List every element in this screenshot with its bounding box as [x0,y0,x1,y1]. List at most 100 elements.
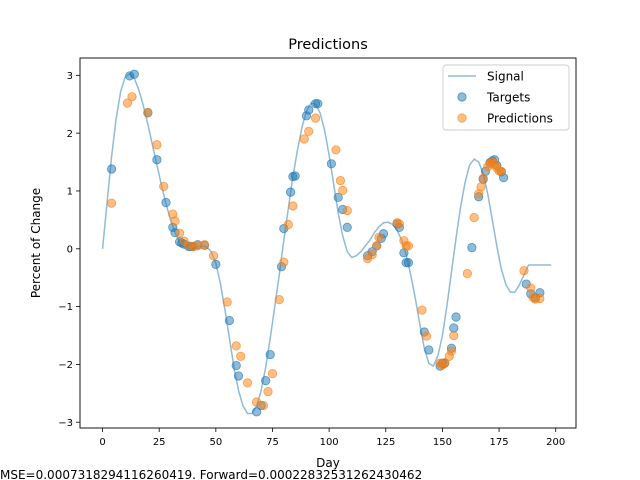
predictions-point [449,330,459,341]
predictions-point [174,228,185,238]
predictions-point [283,219,293,230]
signal-line [101,72,552,415]
targets-point [231,360,241,371]
targets-point [129,69,139,79]
targets-point [233,371,244,381]
targets-point [326,159,336,169]
chart-title: Predictions [288,37,368,53]
axis-ticks: 0 25 50 75 100 125 150 175 200 −3 −2 −1 0 1 2 3 [58,71,565,448]
predictions-point [231,341,241,351]
y-tick-label: −3 [58,418,73,429]
y-tick-label: 1 [67,187,73,198]
legend: Signal Targets Predictions [442,64,570,131]
predictions-point [374,232,384,242]
targets-point [265,349,275,360]
predictions-point [394,219,404,229]
predictions-point [208,251,219,261]
x-tick-label: 200 [546,437,565,448]
predictions-point [478,173,488,183]
predictions-point [143,107,153,117]
predictions-point [242,378,253,388]
targets-point [342,222,352,232]
predictions-point [519,266,529,276]
legend-signal-label: Signal [487,70,524,84]
predictions-point [421,331,432,341]
predictions-point [267,369,278,379]
predictions-point [304,126,314,137]
targets-point [313,99,323,109]
legend-targets-label: Targets [486,91,530,105]
x-tick-label: 25 [153,437,166,448]
predictions-point [462,269,472,279]
x-tick-label: 125 [376,437,395,448]
x-tick-label: 175 [490,437,509,448]
targets-point [211,259,221,269]
predictions-point [288,201,298,211]
predictions-point [274,295,284,305]
targets-point [224,315,235,326]
predictions-point [127,92,137,102]
x-tick-label: 150 [433,437,452,448]
predictions-point [122,98,133,108]
predictions-point [107,198,117,208]
footer-text: MSE=0.0007318294116260419. Forward=0.000… [0,468,422,480]
targets-point [252,407,262,417]
predictions-point [417,305,427,315]
targets-point [451,312,461,322]
x-axis-label: Day [316,456,340,470]
predictions-point [258,400,269,411]
predictions-point [331,145,341,155]
predictions-point [535,293,545,304]
y-tick-label: −2 [58,360,73,371]
predictions-point [372,241,382,251]
targets-point [286,187,296,197]
targets-point [261,375,271,386]
targets-point [304,105,314,115]
predictions-point [222,297,232,307]
predictions-point [152,140,162,150]
targets-point [152,155,162,165]
y-tick-label: 2 [67,129,73,140]
targets-point [333,192,343,202]
targets-point [403,258,414,268]
x-tick-label: 50 [209,437,222,448]
predictions-point [440,358,450,368]
predictions-point [310,113,321,123]
x-tick-label: 75 [266,437,279,448]
predictions-point [263,386,273,397]
targets-point [290,171,300,181]
predictions-point [469,212,479,223]
predictions-point [526,283,536,293]
x-tick-label: 100 [320,437,339,448]
legend-frame [442,64,570,131]
targets-point [467,243,477,253]
predictions-point [159,181,169,191]
predictions-point [335,175,346,186]
predictions-point [342,206,352,216]
y-axis-label: Percent of Change [29,188,43,298]
targets-point [107,164,117,174]
legend-targets-swatch [457,92,467,102]
x-tick-label: 0 [99,437,105,448]
predictions-point [236,351,246,361]
predictions-point [338,185,348,195]
axes-frame [79,57,577,429]
predictions-point [367,249,377,260]
y-tick-label: 3 [67,71,73,82]
targets-point [424,345,434,355]
predictions-point [446,346,457,356]
y-tick-label: 0 [67,244,73,255]
predictions-point [279,257,289,267]
predictions-point [476,182,486,192]
predictions-point [299,134,309,144]
plot-area [101,69,552,417]
legend-predictions-label: Predictions [487,112,553,126]
predictions-point [199,240,210,250]
predictions-point [403,241,414,251]
y-tick-label: −1 [58,302,73,313]
predictions-point [496,166,506,176]
legend-predictions-swatch [457,113,467,123]
targets-point [161,197,171,208]
predictions-point [170,216,180,226]
